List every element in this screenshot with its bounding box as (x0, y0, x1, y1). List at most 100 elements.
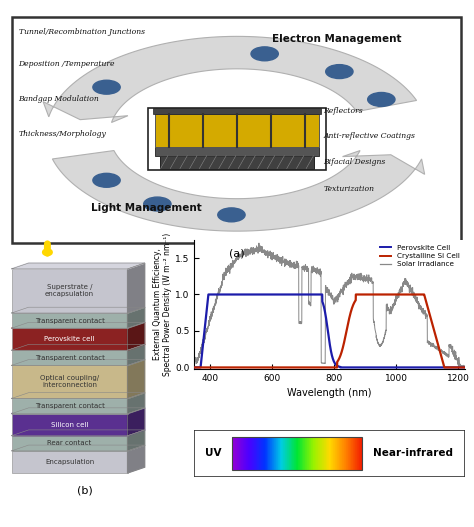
Bar (341, 436, 342, 470)
Bar (251, 436, 252, 470)
Bar (242, 436, 243, 470)
Bar (282, 436, 283, 470)
Text: Tunnel/Recombination Junctions: Tunnel/Recombination Junctions (18, 28, 145, 36)
Bar (255, 436, 256, 470)
Bar (328, 436, 329, 470)
Text: Transparent contact: Transparent contact (35, 403, 105, 409)
Bar (348, 436, 349, 470)
Bar (357, 436, 358, 470)
Bar (265, 436, 266, 470)
Text: Thickness/Morphology: Thickness/Morphology (18, 130, 106, 138)
Bar (267, 436, 268, 470)
Polygon shape (128, 393, 145, 414)
Bar (241, 436, 242, 470)
Bar (11, 328, 128, 350)
Bar (296, 436, 297, 470)
Polygon shape (11, 393, 145, 398)
Polygon shape (128, 445, 145, 473)
Bar (11, 365, 128, 398)
Bar (322, 436, 323, 470)
Bar (245, 436, 246, 470)
Bar (284, 436, 285, 470)
Bar (236, 436, 237, 470)
Bar (235, 436, 236, 470)
Bar (355, 436, 356, 470)
Bar (292, 436, 293, 470)
Bar (340, 436, 341, 470)
Bar (300, 436, 301, 470)
Circle shape (144, 197, 171, 211)
Text: Light Management: Light Management (91, 203, 201, 213)
Bar (301, 436, 302, 470)
Polygon shape (128, 263, 145, 313)
Bar (304, 436, 305, 470)
Bar (316, 436, 317, 470)
Bar (290, 436, 291, 470)
Bar (344, 436, 345, 470)
Polygon shape (128, 323, 145, 350)
Bar (243, 436, 244, 470)
Bar (233, 436, 234, 470)
Bar (263, 436, 264, 470)
Text: Anti-reflective Coatings: Anti-reflective Coatings (323, 132, 415, 140)
Legend: Perovskite Cell, Crystalline Si Cell, Solar Irradiance: Perovskite Cell, Crystalline Si Cell, So… (379, 243, 461, 269)
Bar (11, 269, 128, 313)
Text: Texturization: Texturization (323, 186, 374, 193)
Bar (291, 436, 292, 470)
Polygon shape (128, 408, 145, 436)
Text: Electron Management: Electron Management (273, 34, 402, 44)
Bar (331, 436, 332, 470)
Bar (244, 436, 245, 470)
Polygon shape (128, 430, 145, 451)
Bar (314, 436, 315, 470)
Text: Encapsulation: Encapsulation (45, 459, 94, 465)
Bar (289, 436, 290, 470)
Bar (271, 436, 272, 470)
Bar (277, 436, 278, 470)
Polygon shape (11, 323, 145, 328)
Polygon shape (11, 359, 145, 365)
Bar (155, 147, 319, 156)
Bar (352, 436, 353, 470)
Bar (298, 436, 299, 470)
Bar (327, 436, 328, 470)
Bar (11, 414, 128, 436)
Bar (318, 436, 319, 470)
Bar (326, 436, 327, 470)
Text: Optical coupling/
interconnection: Optical coupling/ interconnection (40, 375, 99, 388)
Bar (252, 436, 253, 470)
Bar (356, 436, 357, 470)
Bar (323, 436, 324, 470)
Bar (307, 436, 308, 470)
Bar (319, 436, 320, 470)
Bar (249, 436, 250, 470)
Bar (349, 436, 350, 470)
Bar (337, 436, 338, 470)
Bar (237, 436, 238, 470)
Bar (272, 436, 273, 470)
Bar (354, 436, 355, 470)
Bar (257, 436, 258, 470)
Bar (324, 436, 325, 470)
Y-axis label: External Quantum Efficiency,
Spectral Power Density (W m⁻² nm⁻¹): External Quantum Efficiency, Spectral Po… (153, 233, 173, 376)
Polygon shape (128, 345, 145, 365)
Bar (153, 108, 321, 114)
Bar (274, 436, 275, 470)
Polygon shape (11, 430, 145, 436)
Bar (247, 436, 248, 470)
Bar (295, 436, 296, 470)
Bar (258, 436, 259, 470)
Circle shape (218, 208, 245, 222)
Bar (276, 436, 277, 470)
Bar (288, 436, 289, 470)
Bar (269, 436, 270, 470)
Bar (306, 436, 307, 470)
Bar (266, 436, 267, 470)
Polygon shape (11, 408, 145, 414)
Bar (299, 436, 300, 470)
Bar (268, 436, 269, 470)
Text: UV: UV (205, 448, 221, 458)
Bar (281, 436, 282, 470)
Circle shape (251, 47, 278, 61)
Bar (312, 436, 313, 470)
